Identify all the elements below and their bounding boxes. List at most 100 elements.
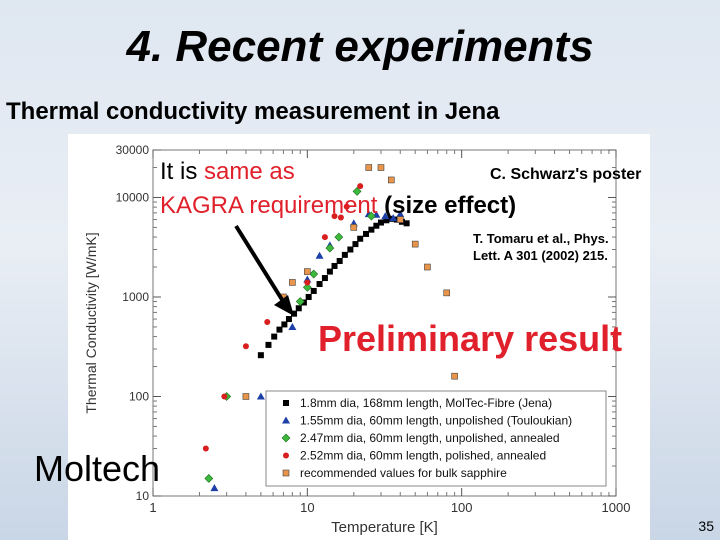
data-point [315,251,324,259]
data-point [451,372,458,380]
legend-marker [282,416,290,424]
data-point [411,240,419,248]
data-point [377,219,384,226]
data-point [350,224,358,231]
poster-reference: C. Schwarz's poster [490,166,642,183]
thermal-conductivity-chart: 1 10 100 10001010010001000030000Temperature… [83,143,631,536]
kagra-requirement: KAGRA requirement [160,192,378,219]
chart-area: 1 10 100 1000 10 100 1000 10000 30000 Temperature… [68,134,650,540]
moltech-label: Moltech [34,448,161,489]
data-point [242,393,250,400]
data-point [325,243,335,253]
data-point [285,316,292,323]
legend-marker [282,469,290,477]
series-4 [242,164,458,400]
slide-subtitle: Thermal conductivity measurement in Jena [6,98,500,125]
data-point [202,445,209,452]
data-point [204,474,214,483]
same-as-highlight: same as [204,158,295,185]
data-point [363,230,370,237]
data-point [368,226,375,233]
y-tick-label: 1000 [122,290,149,304]
legend: 1.8mm dia, 168mm length, MolTec-Fibre (J… [265,390,607,487]
data-point [291,310,298,317]
data-point [271,333,278,340]
preliminary-result-label: Preliminary result [318,318,623,359]
data-point [365,164,373,171]
arrow-shaft [234,224,288,308]
legend-marker [283,400,289,406]
kagra-annotation: KAGRA requirement (size effect) [160,192,516,220]
data-point [289,279,296,286]
data-point [256,392,265,400]
legend-label: 1.55mm dia, 60mm length, unpolished (Tou… [300,414,572,428]
legend-marker [283,452,289,459]
data-point [221,393,228,400]
legend-label: 2.52mm dia, 60mm length, polished, annea… [300,449,546,463]
data-point [281,321,288,328]
data-point [316,281,323,288]
data-point [357,183,364,190]
data-point [276,326,283,333]
data-point [388,176,395,184]
y-tick-label: 10 [136,489,150,503]
x-tick-label: 1 [149,500,156,515]
same-as-annotation: It is same as [160,158,295,186]
data-point [396,210,405,218]
data-point [352,241,359,248]
data-point [366,211,376,221]
data-point [326,268,333,275]
series-2 [204,187,376,483]
y-tick-label: 100 [129,389,149,403]
data-point [300,299,307,306]
data-point [302,282,312,292]
data-point [295,297,305,306]
size-effect: (size effect) [377,192,517,219]
data-point [396,216,404,223]
same-as-prefix: It is [160,158,205,185]
legend-label: 2.47mm dia, 60mm length, unpolished, ann… [300,431,560,445]
data-point [257,352,264,359]
data-point [305,293,312,300]
data-point [393,216,400,223]
data-point [210,484,219,492]
data-point [373,222,380,229]
legend-label: 1.8mm dia, 168mm length, MolTec-Fibre (J… [300,396,552,410]
data-point [288,322,297,330]
data-point [331,213,338,220]
x-axis-label: Temperature [K] [331,519,438,536]
data-point [443,289,451,297]
data-point [310,287,317,294]
citation: T. Tomaru et al., Phys. Lett. A 301 (200… [473,231,609,263]
data-point [295,305,302,312]
y-tick-label: 30000 [116,143,150,157]
arrow-head [274,295,294,316]
data-point [337,214,344,221]
legend-box [265,390,607,487]
data-point [265,341,272,348]
legend-marker [281,433,291,443]
data-point [383,217,390,224]
data-point [264,319,271,326]
y-axis-label: Thermal Conductivity [W/mK] [83,232,99,413]
data-point [309,269,319,279]
x-tick-label: 100 [451,500,473,515]
data-point [377,164,385,171]
slide-title: 4. Recent experiments [126,22,594,71]
data-point [321,234,328,241]
data-point [403,220,410,227]
data-point [341,251,348,258]
data-point [424,263,431,271]
legend-label: recommended values for bulk sapphire [300,466,507,480]
data-point [242,343,249,350]
data-point [304,268,311,275]
data-point [343,203,350,210]
pointer-arrow [234,224,294,316]
x-tick-label: 1000 [602,500,631,515]
data-point [389,214,398,222]
data-point [357,235,364,242]
data-point [334,232,344,242]
data-point [347,246,354,253]
x-tick-label: 10 [300,500,314,515]
data-point [331,262,338,269]
